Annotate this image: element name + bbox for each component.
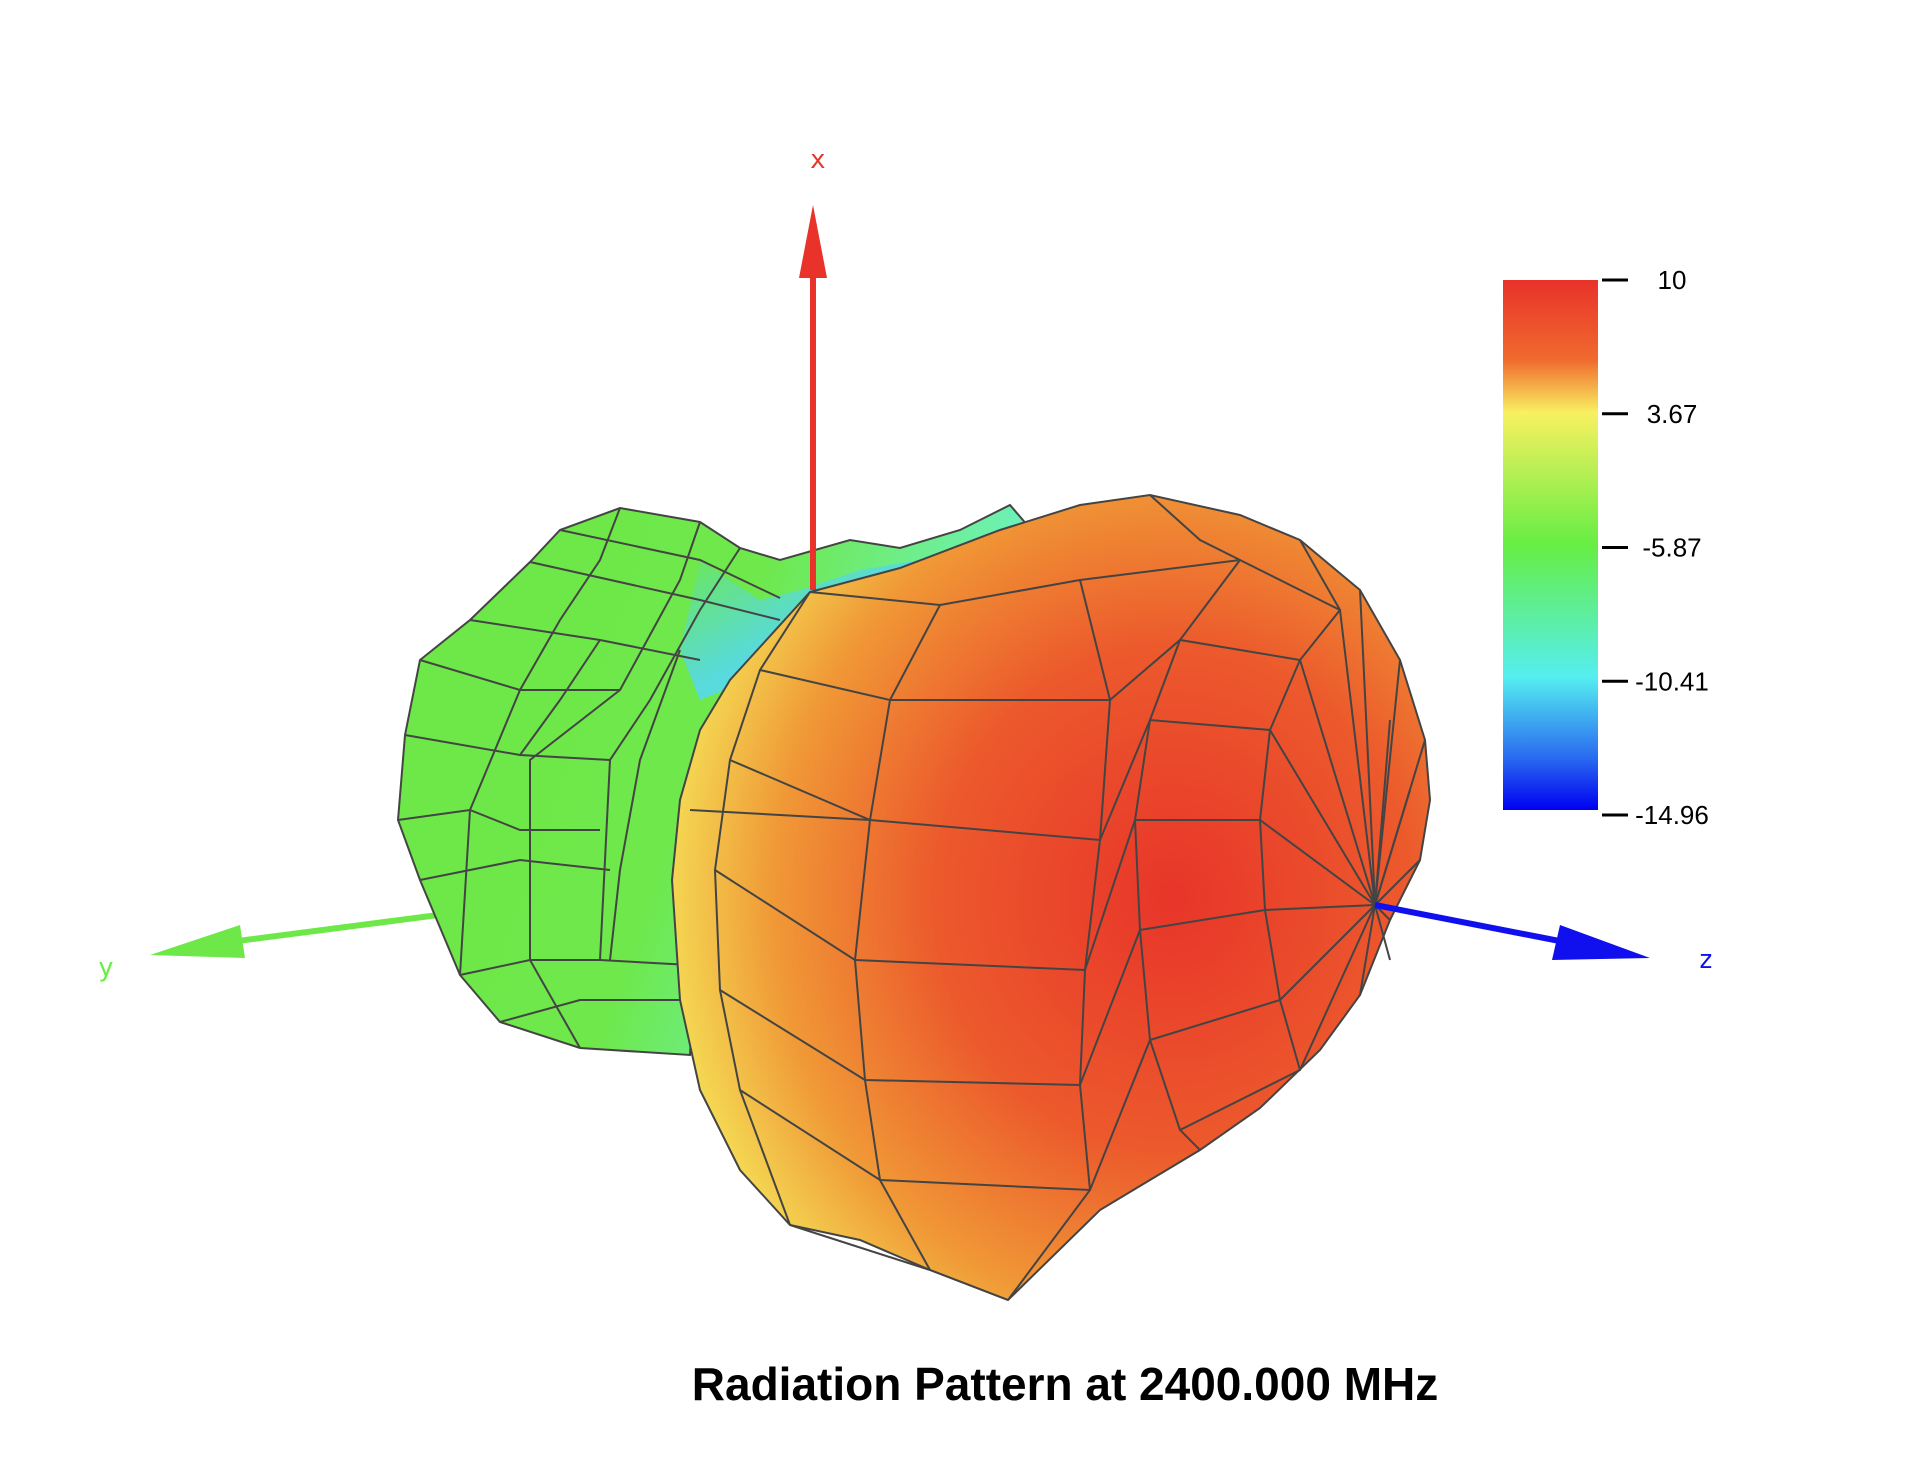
colorbar-tick-label: 10 bbox=[1658, 265, 1687, 295]
y-axis-label: y bbox=[98, 953, 114, 983]
colorbar-gradient bbox=[1503, 280, 1598, 810]
colorbar: 10 3.67 -5.87 -10.41 -14.96 bbox=[1503, 265, 1709, 830]
main-lobe bbox=[670, 493, 1432, 1302]
chart-title: Radiation Pattern at 2400.000 MHz bbox=[692, 1358, 1438, 1410]
colorbar-tick-label: -14.96 bbox=[1635, 800, 1709, 830]
x-axis-label: x bbox=[810, 145, 826, 175]
z-axis-label: z bbox=[1698, 945, 1714, 975]
colorbar-tick-label: -5.87 bbox=[1642, 533, 1701, 563]
colorbar-tick-label: 3.67 bbox=[1647, 399, 1698, 429]
x-axis: x bbox=[799, 145, 827, 590]
colorbar-tick-label: -10.41 bbox=[1635, 666, 1709, 696]
z-axis: z bbox=[1374, 902, 1714, 975]
